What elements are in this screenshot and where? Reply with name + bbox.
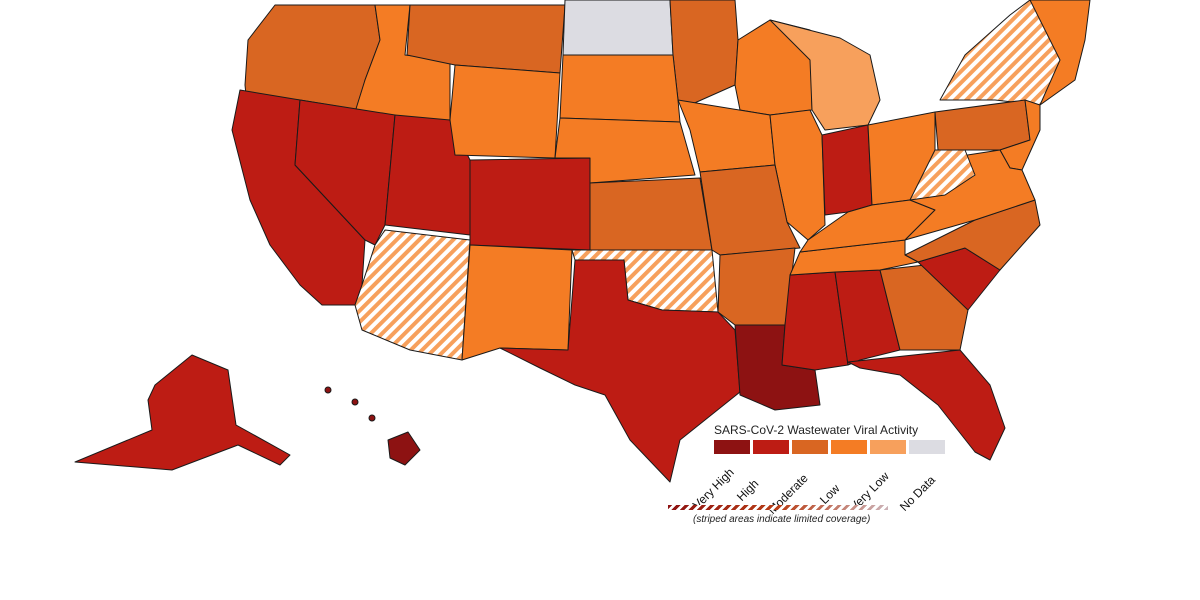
legend-note: (striped areas indicate limited coverage… [693, 514, 871, 525]
region-new-england[interactable] [1029, 0, 1091, 106]
legend-swatch [714, 440, 750, 454]
region-minnesota[interactable] [669, 0, 739, 106]
legend-title: SARS-CoV-2 Wastewater Viral Activity [714, 423, 919, 437]
region-hawaii-islands [324, 386, 332, 394]
region-florida[interactable] [847, 349, 1006, 461]
region-arizona[interactable] [354, 229, 471, 361]
region-tennessee[interactable] [789, 239, 919, 276]
legend-swatch [831, 440, 867, 454]
region-arkansas[interactable] [717, 247, 796, 326]
region-hawaii-islands [368, 414, 376, 422]
region-wyoming[interactable] [449, 64, 561, 159]
region-georgia[interactable] [879, 264, 969, 351]
region-hawaii-islands [351, 398, 359, 406]
region-missouri[interactable] [699, 164, 801, 256]
region-west-virginia[interactable] [909, 149, 976, 201]
region-kansas[interactable] [589, 177, 713, 251]
region-new-mexico[interactable] [461, 244, 573, 361]
region-pennsylvania[interactable] [934, 99, 1031, 151]
region-hawaii[interactable] [387, 431, 421, 466]
legend-swatch [753, 440, 789, 454]
limited-coverage-stripe [668, 505, 888, 510]
region-colorado[interactable] [469, 157, 591, 251]
legend-swatch [909, 440, 945, 454]
region-alaska[interactable] [74, 354, 291, 471]
region-north-dakota[interactable] [562, 0, 674, 56]
region-south-dakota[interactable] [559, 54, 681, 123]
region-indiana[interactable] [821, 124, 873, 216]
legend-swatch [870, 440, 906, 454]
legend-swatch [792, 440, 828, 454]
legend-swatches [714, 440, 945, 454]
region-texas[interactable] [499, 259, 741, 483]
